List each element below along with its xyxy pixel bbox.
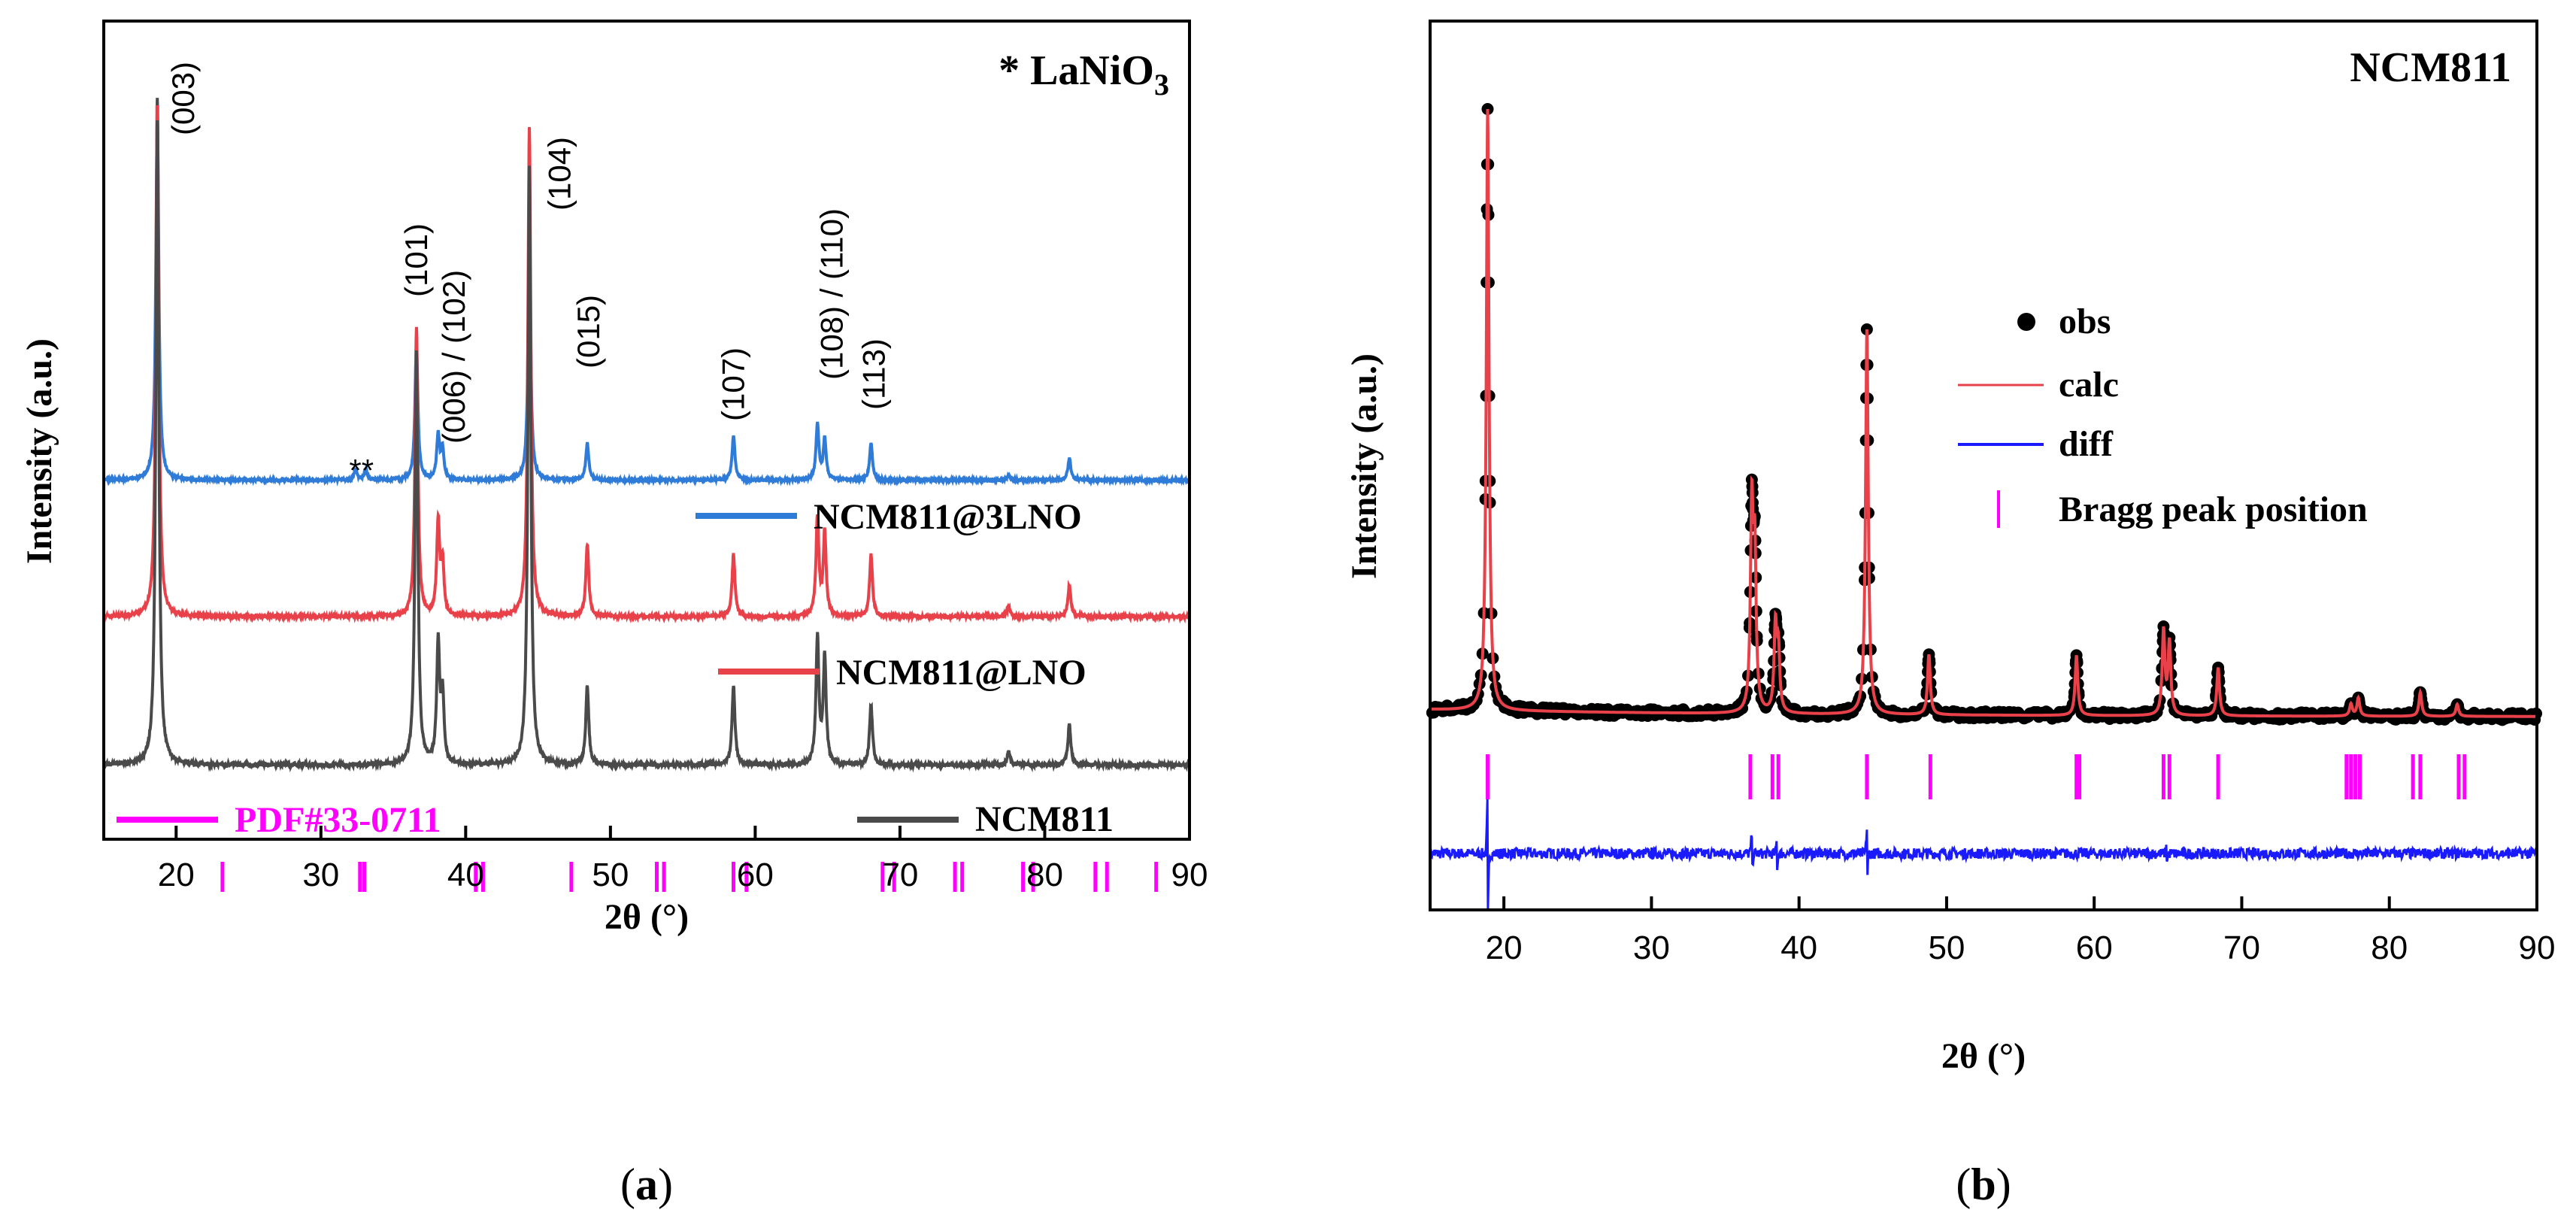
legend-bragg: Bragg peak position bbox=[1997, 490, 2368, 529]
legend-obs-label: obs bbox=[2059, 302, 2111, 341]
legend-diff-label: diff bbox=[2059, 424, 2114, 464]
panel-b-x-tick-label: 50 bbox=[1928, 929, 1965, 966]
panel-a-title: * LaNiO3 bbox=[999, 47, 1169, 102]
panel-a-title-main: * LaNiO bbox=[999, 47, 1154, 94]
panel-a-x-tick-label: 20 bbox=[158, 857, 195, 893]
legend-calc: calc bbox=[1958, 365, 2119, 405]
panel-a-x-tick-label: 60 bbox=[737, 857, 774, 893]
legend-ncm811-3lno-label: NCM811@3LNO bbox=[814, 497, 1082, 537]
panel-b-caption: (b) bbox=[1956, 1160, 2011, 1209]
panel-a: 20 30 40 50 60 70 80 90 2θ (°) Intensity (a.u.)… bbox=[20, 20, 1208, 1209]
panel-b: 20 30 40 50 60 70 80 90 2θ (°) Intensity (a.u.)… bbox=[1344, 20, 2556, 1209]
diff-line bbox=[1429, 799, 2538, 910]
panel-b-y-axis-title: Intensity (a.u.) bbox=[1344, 353, 1384, 579]
panel-a-frame bbox=[102, 20, 1191, 841]
panel-a-caption: (a) bbox=[620, 1160, 673, 1209]
legend-ncm811-label: NCM811 bbox=[975, 799, 1114, 839]
panel-a-x-tick-label: 90 bbox=[1171, 857, 1208, 893]
hkl-label: (104) bbox=[541, 137, 577, 211]
panel-b-frame bbox=[1429, 20, 2538, 911]
legend-ncm811: NCM811 bbox=[857, 799, 1114, 839]
panel-a-x-tick-label: 80 bbox=[1026, 857, 1063, 893]
panel-a-x-tick-label: 40 bbox=[447, 857, 484, 893]
hkl-label: (006) / (102) bbox=[436, 270, 471, 444]
lanio3-impurity-marker: ** bbox=[349, 453, 374, 488]
legend-obs: obs bbox=[2017, 302, 2111, 341]
panel-b-title: NCM811 bbox=[2350, 44, 2511, 91]
panel-a-caption-letter: a bbox=[635, 1160, 658, 1209]
series-line-ncm811-lno bbox=[102, 101, 1190, 624]
legend-pdf-reference: PDF#33-0711 bbox=[117, 800, 441, 840]
panel-a-plot-area bbox=[102, 98, 1191, 892]
panel-b-x-tick-label: 40 bbox=[1780, 929, 1817, 966]
hkl-label: (113) bbox=[856, 338, 891, 410]
hkl-label: (101) bbox=[399, 223, 434, 297]
panel-b-x-tick-label: 70 bbox=[2223, 929, 2260, 966]
panel-b-caption-letter: b bbox=[1971, 1160, 1996, 1209]
hkl-label: (003) bbox=[165, 62, 201, 135]
panel-b-x-tick-label: 60 bbox=[2076, 929, 2113, 966]
legend-ncm811-3lno: NCM811@3LNO bbox=[696, 497, 1082, 537]
obs-points bbox=[1426, 103, 2542, 726]
panel-b-x-tick-label: 20 bbox=[1486, 929, 1523, 966]
legend-pdf-label: PDF#33-0711 bbox=[235, 800, 441, 840]
panel-b-x-ticks: 20 30 40 50 60 70 80 90 bbox=[1486, 896, 2556, 966]
panel-a-x-tick-label: 50 bbox=[592, 857, 629, 893]
legend-ncm811-lno: NCM811@LNO bbox=[718, 653, 1086, 693]
panel-b-x-axis-title: 2θ (°) bbox=[1941, 1036, 2026, 1076]
hkl-label: (107) bbox=[716, 347, 751, 421]
hkl-label: (108) / (110) bbox=[814, 208, 849, 380]
legend-diff: diff bbox=[1958, 424, 2114, 464]
panel-a-x-ticks: 20 30 40 50 60 70 80 90 bbox=[158, 826, 1208, 893]
legend-calc-label: calc bbox=[2059, 365, 2119, 405]
calc-line bbox=[1430, 108, 2537, 718]
panel-a-x-axis-title: 2θ (°) bbox=[605, 897, 689, 937]
legend-bragg-label: Bragg peak position bbox=[2059, 490, 2368, 529]
panel-a-x-tick-label: 30 bbox=[302, 857, 339, 893]
legend-ncm811-lno-label: NCM811@LNO bbox=[836, 653, 1086, 693]
panel-b-x-tick-label: 30 bbox=[1633, 929, 1670, 966]
panel-a-x-tick-label: 70 bbox=[881, 857, 918, 893]
series-line-ncm811 bbox=[102, 98, 1191, 773]
hkl-label: (015) bbox=[571, 295, 606, 368]
legend-obs-marker bbox=[2017, 313, 2035, 331]
series-line-ncm811-3lno bbox=[102, 112, 1191, 487]
panel-b-x-tick-label: 90 bbox=[2519, 929, 2556, 966]
panel-b-plot-area bbox=[1426, 103, 2542, 910]
panel-a-hkl-labels: (003) (101)(006) / (102) (104) (015) (107) (1… bbox=[165, 62, 891, 444]
panel-a-y-axis-title: Intensity (a.u.) bbox=[20, 338, 59, 564]
panel-a-title-subscript: 3 bbox=[1154, 68, 1169, 102]
panel-b-x-tick-label: 80 bbox=[2371, 929, 2408, 966]
